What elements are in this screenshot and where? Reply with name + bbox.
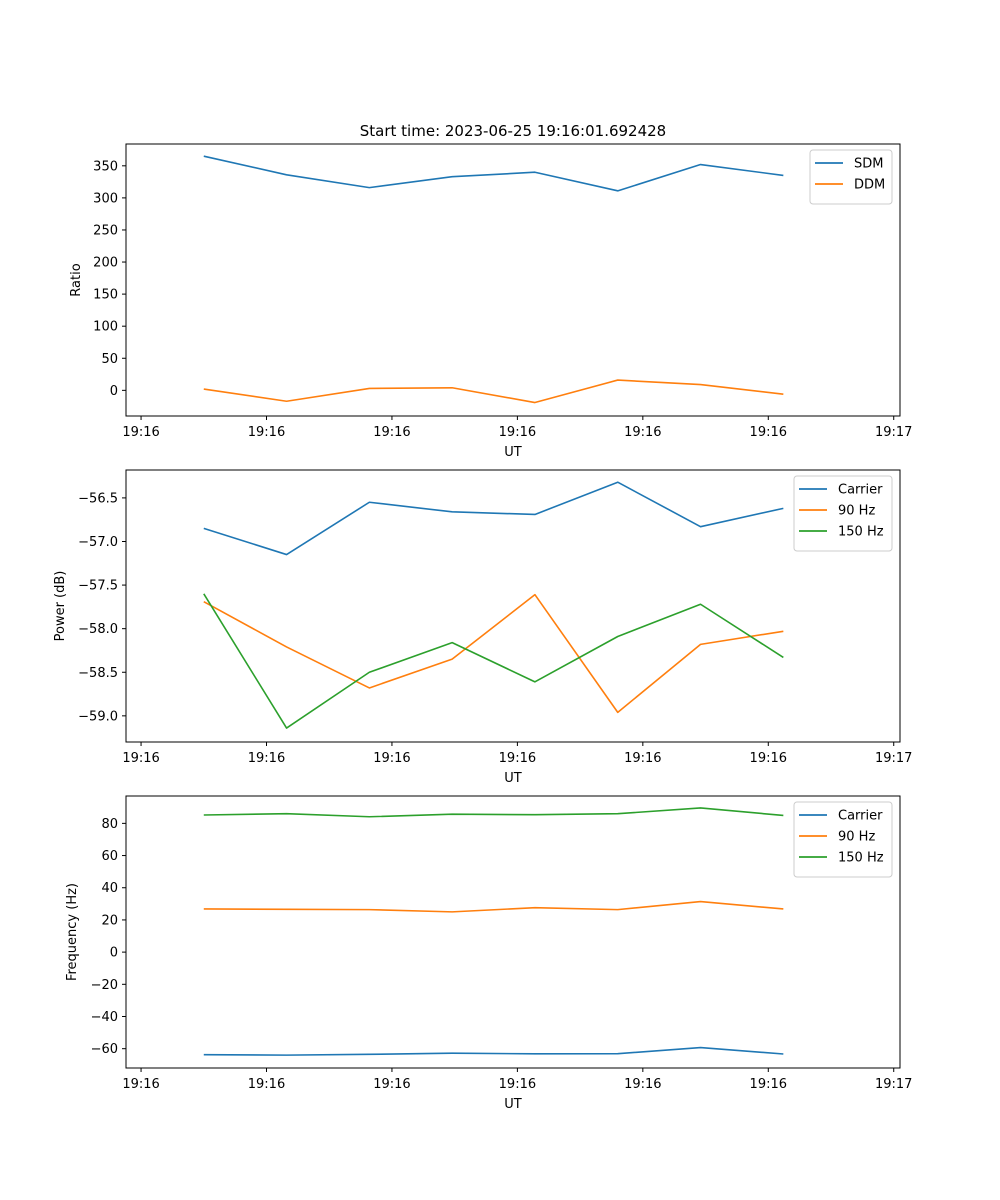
- x-tick-label: 19:17: [875, 425, 912, 440]
- series-line-sdm: [203, 155, 784, 192]
- y-tick-label: −60: [91, 1042, 118, 1057]
- x-tick-label: 19:16: [248, 751, 285, 766]
- series-line-ddm: [203, 379, 784, 404]
- legend-label: 90 Hz: [838, 504, 875, 519]
- y-tick-label: −59.0: [78, 709, 118, 724]
- legend-box: [793, 801, 893, 878]
- y-tick-label: 250: [93, 223, 118, 238]
- y-tick-label: 350: [93, 159, 118, 174]
- x-tick-label: 19:16: [750, 1077, 787, 1092]
- x-tick-label: 19:16: [373, 751, 410, 766]
- y-tick-label: −58.5: [78, 666, 118, 681]
- y-tick-label: 20: [101, 913, 118, 928]
- legend-label: DDM: [854, 178, 885, 193]
- legend-label: 150 Hz: [838, 525, 884, 540]
- y-tick-label: −20: [91, 978, 118, 993]
- x-tick-label: 19:17: [875, 1077, 912, 1092]
- series-line-carrier: [203, 481, 784, 556]
- y-tick-label: −56.5: [78, 491, 118, 506]
- x-axis-label: UT: [504, 1097, 522, 1112]
- x-tick-label: 19:16: [499, 425, 536, 440]
- x-tick-label: 19:16: [248, 1077, 285, 1092]
- x-tick-label: 19:16: [624, 751, 661, 766]
- subplot-1: 19:16 19:16 19:16 19:16 19:16 19:16 19:17 UT 0 50…: [69, 143, 912, 460]
- x-tick-label: 19:16: [248, 425, 285, 440]
- x-tick-label: 19:16: [373, 425, 410, 440]
- x-tick-label: 19:16: [122, 1077, 159, 1092]
- y-tick-label: −58.0: [78, 622, 118, 637]
- y-tick-label: 300: [93, 191, 118, 206]
- x-tick-label: 19:16: [499, 1077, 536, 1092]
- y-tick-label: −57.5: [78, 579, 118, 594]
- series-line-carrier: [203, 1046, 784, 1056]
- y-tick-label: 0: [110, 384, 118, 399]
- legend-label: 90 Hz: [838, 830, 875, 845]
- axes-frame: [125, 795, 901, 1069]
- y-tick-label: 80: [101, 817, 118, 832]
- series-line-150-hz: [203, 807, 784, 818]
- legend: SDM DDM: [809, 149, 893, 205]
- y-axis-label: Ratio: [69, 263, 84, 296]
- axes-frame: [125, 469, 901, 743]
- legend-label: 150 Hz: [838, 851, 884, 866]
- x-tick-label: 19:16: [499, 751, 536, 766]
- legend-box: [793, 475, 893, 552]
- series-line-150-hz: [203, 593, 784, 729]
- y-axis-label: Power (dB): [53, 571, 68, 642]
- subplot-3: 19:16 19:16 19:16 19:16 19:16 19:16 19:17 UT −60…: [65, 795, 912, 1112]
- y-tick-label: 40: [101, 881, 118, 896]
- x-tick-label: 19:17: [875, 751, 912, 766]
- x-tick-label: 19:16: [373, 1077, 410, 1092]
- legend-label: Carrier: [838, 483, 883, 498]
- y-tick-label: 60: [101, 849, 118, 864]
- y-tick-label: 50: [101, 352, 118, 367]
- y-tick-label: 100: [93, 320, 118, 335]
- x-tick-label: 19:16: [122, 425, 159, 440]
- legend: Carrier 90 Hz 150 Hz: [793, 475, 893, 552]
- x-tick-label: 19:16: [624, 425, 661, 440]
- y-axis-label: Frequency (Hz): [65, 883, 80, 981]
- legend: Carrier 90 Hz 150 Hz: [793, 801, 893, 878]
- subplot-2: 19:16 19:16 19:16 19:16 19:16 19:16 19:17 UT −59…: [53, 469, 912, 786]
- series-line-90-hz: [203, 900, 784, 913]
- y-tick-label: 150: [93, 288, 118, 303]
- y-tick-label: −57.0: [78, 535, 118, 550]
- x-axis-label: UT: [504, 771, 522, 786]
- axes-frame: [125, 143, 901, 417]
- x-tick-label: 19:16: [750, 425, 787, 440]
- y-tick-label: 0: [110, 946, 118, 961]
- x-tick-label: 19:16: [624, 1077, 661, 1092]
- x-axis-label: UT: [504, 445, 522, 460]
- y-tick-label: 200: [93, 256, 118, 271]
- series-line-90-hz: [203, 593, 784, 714]
- x-tick-label: 19:16: [750, 751, 787, 766]
- chart-title: Start time: 2023-06-25 19:16:01.692428: [360, 122, 666, 140]
- y-tick-label: −40: [91, 1010, 118, 1025]
- legend-label: SDM: [854, 157, 883, 172]
- charts-container: 19:16 19:16 19:16 19:16 19:16 19:16 19:17 UT 0 50…: [53, 143, 912, 1112]
- legend-label: Carrier: [838, 809, 883, 824]
- x-tick-label: 19:16: [122, 751, 159, 766]
